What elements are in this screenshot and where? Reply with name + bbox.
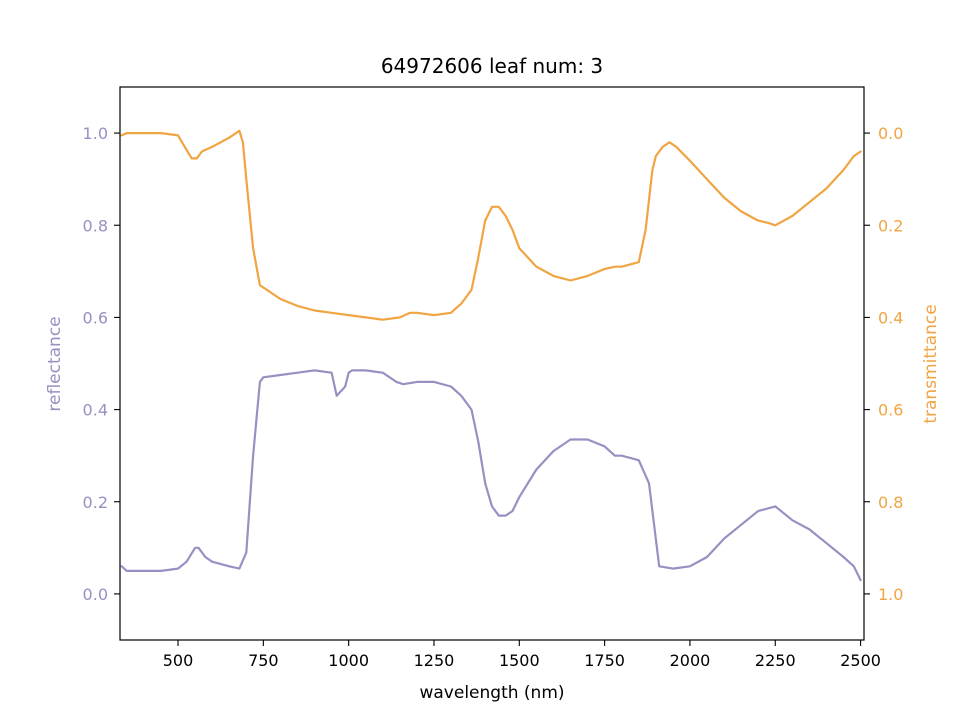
x-tick-label: 1250 xyxy=(414,651,455,670)
left-tick-label: 0.8 xyxy=(83,216,108,235)
chart-title: 64972606 leaf num: 3 xyxy=(381,54,603,78)
left-tick-label: 0.6 xyxy=(83,308,108,327)
right-axis-label: transmittance xyxy=(921,304,941,423)
right-tick-label: 0.6 xyxy=(878,401,903,420)
series-layer xyxy=(120,129,862,582)
left-tick-label: 1.0 xyxy=(83,124,108,143)
right-tick-label: 0.2 xyxy=(878,216,903,235)
x-tick-label: 1750 xyxy=(584,651,625,670)
x-axis-label: wavelength (nm) xyxy=(419,683,564,703)
left-tick-label: 0.0 xyxy=(83,585,108,604)
left-tick-label: 0.4 xyxy=(83,401,108,420)
reflectance-line xyxy=(120,369,862,582)
left-axis-label: reflectance xyxy=(45,316,65,411)
x-axis-ticks: 500 750 1000 1250 1500 1750 2000 2250 2500 xyxy=(163,640,881,670)
x-tick-label: 2250 xyxy=(755,651,796,670)
transmittance-line xyxy=(120,129,862,321)
x-tick-label: 2000 xyxy=(670,651,711,670)
right-tick-label: 1.0 xyxy=(878,585,903,604)
x-tick-label: 2500 xyxy=(840,651,881,670)
right-tick-label: 0.0 xyxy=(878,124,903,143)
right-tick-label: 0.4 xyxy=(878,308,903,327)
left-tick-label: 0.2 xyxy=(83,493,108,512)
plot-frame xyxy=(119,86,865,641)
x-tick-label: 1500 xyxy=(499,651,540,670)
right-axis-ticks: 0.0 0.2 0.4 0.6 0.8 1.0 xyxy=(864,124,903,604)
x-tick-label: 500 xyxy=(163,651,194,670)
x-tick-label: 1000 xyxy=(328,651,369,670)
left-axis-ticks: 0.0 0.2 0.4 0.6 0.8 1.0 xyxy=(83,124,120,604)
right-tick-label: 0.8 xyxy=(878,493,903,512)
x-tick-label: 750 xyxy=(248,651,279,670)
